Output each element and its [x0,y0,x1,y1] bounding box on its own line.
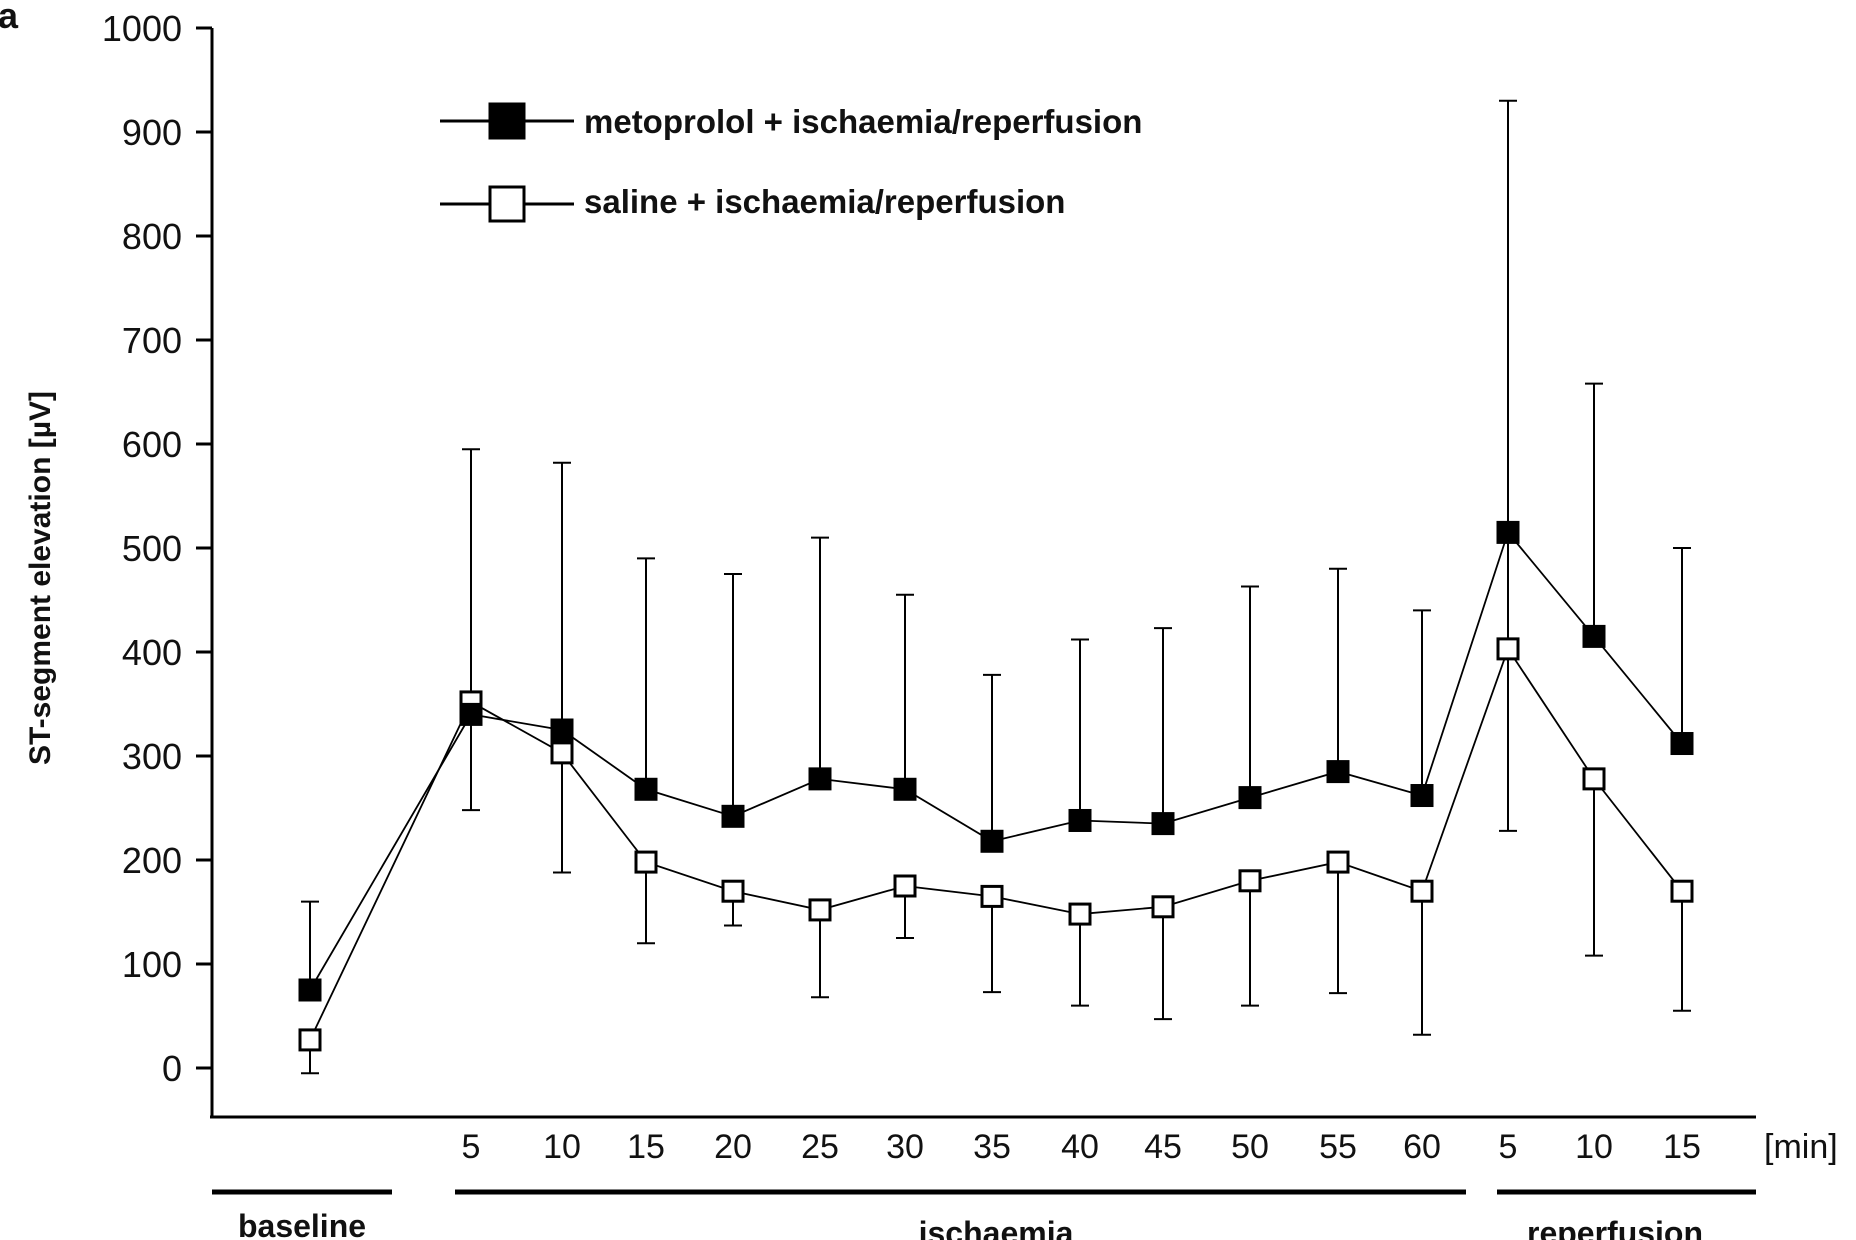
y-axis-label: ST-segment elevation [µV] [24,391,57,765]
x-tick-label: 25 [801,1128,839,1166]
y-tick-label: 1000 [102,8,182,49]
data-point-filled-square [721,804,745,828]
x-tick-label: 60 [1403,1128,1441,1166]
data-point-open-square [550,741,574,765]
panel-label: a [0,0,19,36]
legend: metoprolol + ischaemia/reperfusion salin… [440,102,1142,223]
x-tick-label: 15 [627,1128,665,1166]
x-unit-label: [min] [1764,1128,1838,1166]
y-tick-label: 800 [122,216,182,257]
x-tick-label: 5 [462,1128,481,1166]
data-point-filled-square [634,777,658,801]
data-point-filled-square [1326,760,1350,784]
x-tick-label: 15 [1663,1128,1701,1166]
group-label-reperfusion: reperfusion [1527,1215,1703,1240]
data-point-filled-square [1670,732,1694,756]
error-bars-series-1 [301,778,1691,1075]
data-point-filled-square [808,767,832,791]
x-tick-label: 30 [886,1128,924,1166]
data-point-open-square [721,879,745,903]
plot-area [298,99,1694,1075]
y-tick-label: 400 [122,632,182,673]
x-tick-label: 10 [1575,1128,1613,1166]
data-point-open-square [634,850,658,874]
x-tick-label: 5 [1499,1128,1518,1166]
data-point-filled-square [1151,812,1175,836]
legend-marker-open-square [488,185,526,223]
group-label-baseline: baseline [238,1208,366,1240]
x-tick-label: 40 [1061,1128,1099,1166]
y-tick-label: 600 [122,424,182,465]
legend-label-saline: saline + ischaemia/reperfusion [584,183,1065,220]
x-tick-label: 35 [973,1128,1011,1166]
markers-series-0 [298,520,1694,1002]
x-tick-labels: 5 10 15 20 25 30 35 40 45 50 55 60 5 10 15 [462,1128,1701,1166]
data-point-open-square [1496,637,1520,661]
data-point-open-square [1068,902,1092,926]
legend-item-metoprolol: metoprolol + ischaemia/reperfusion [440,102,1142,140]
y-tick-label: 100 [122,944,182,985]
data-point-open-square [893,874,917,898]
data-point-filled-square [550,718,574,742]
data-point-filled-square [980,829,1004,853]
data-point-filled-square [459,702,483,726]
legend-label-metoprolol: metoprolol + ischaemia/reperfusion [584,103,1142,140]
data-point-open-square [808,898,832,922]
legend-marker-filled-square [488,102,526,140]
data-point-open-square [980,884,1004,908]
error-bars-series-0 [301,99,1691,990]
data-point-open-square [1582,767,1606,791]
data-point-filled-square [1238,786,1262,810]
y-tick-label: 0 [162,1048,182,1089]
x-tick-label: 10 [543,1128,581,1166]
markers-series-1 [298,637,1694,1052]
group-label-ischaemia: ischaemia [919,1215,1074,1240]
legend-item-saline: saline + ischaemia/reperfusion [440,183,1065,223]
y-tick-label: 700 [122,320,182,361]
data-point-open-square [1670,879,1694,903]
y-tick-label: 300 [122,736,182,777]
y-ticks: 0 100 200 300 400 500 600 700 800 900 1000 [102,8,212,1089]
y-tick-label: 500 [122,528,182,569]
data-point-filled-square [1410,784,1434,808]
x-tick-label: 55 [1319,1128,1357,1166]
data-point-open-square [1326,850,1350,874]
x-tick-label: 50 [1231,1128,1269,1166]
series-line-0 [309,530,1683,991]
x-tick-label: 20 [714,1128,752,1166]
series-line-1 [309,646,1683,1041]
data-point-open-square [1151,895,1175,919]
y-tick-label: 200 [122,840,182,881]
x-tick-label: 45 [1144,1128,1182,1166]
data-point-filled-square [1496,520,1520,544]
data-point-open-square [1410,879,1434,903]
y-tick-label: 900 [122,112,182,153]
data-point-filled-square [1582,624,1606,648]
data-point-filled-square [298,978,322,1002]
data-point-open-square [298,1028,322,1052]
data-point-filled-square [893,777,917,801]
data-point-open-square [1238,869,1262,893]
data-point-filled-square [1068,808,1092,832]
